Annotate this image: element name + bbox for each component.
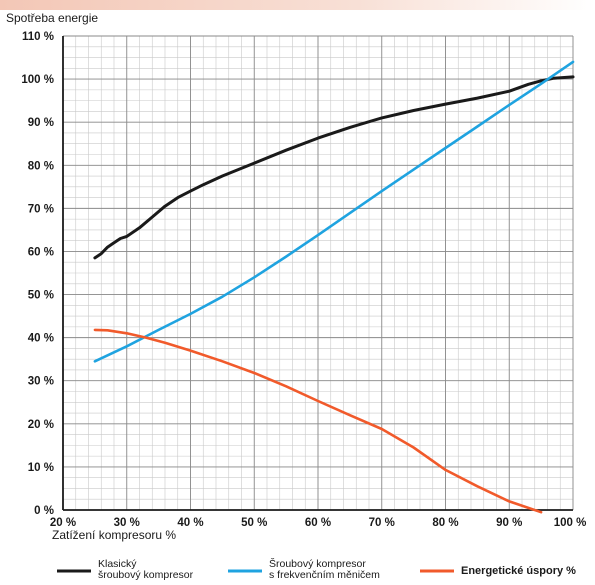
y-tick-label: 0 %: [34, 505, 54, 517]
legend-label-1: Klasický šroubový kompresor: [98, 558, 194, 580]
x-tick-label: 100 %: [554, 517, 587, 529]
legend-label-2: Šroubový kompresor s frekvenčním měničem: [269, 557, 380, 580]
x-axis-title: Zatížení kompresoru %: [52, 528, 176, 542]
y-tick-label: 110 %: [22, 31, 54, 43]
y-tick-label: 70 %: [28, 203, 54, 215]
y-tick-label: 10 %: [28, 462, 54, 474]
x-tick-label: 60 %: [305, 517, 331, 529]
y-tick-label: 60 %: [28, 246, 54, 258]
legend: Klasický šroubový kompresor Šroubový kompr…: [57, 557, 576, 580]
y-tick-labels: 0 % 10 % 20 % 30 % 40 % 50 % 60 % 70 % 80 % 90 % 1…: [21, 31, 54, 517]
y-axis-title: Spotřeba energie: [6, 11, 98, 25]
y-tick-label: 90 %: [28, 117, 54, 129]
y-tick-label: 100 %: [21, 74, 54, 86]
x-tick-label: 40 %: [177, 517, 203, 529]
x-tick-label: 90 %: [496, 517, 522, 529]
y-tick-label: 20 %: [28, 419, 54, 431]
series-lines: [95, 62, 573, 512]
series-line-1: [95, 77, 573, 258]
y-tick-label: 50 %: [28, 290, 54, 302]
legend-label-3: Energetické úspory %: [461, 565, 576, 577]
x-tick-label: 70 %: [369, 517, 395, 529]
y-tick-label: 40 %: [28, 333, 54, 345]
x-tick-label: 80 %: [432, 517, 458, 529]
x-tick-label: 50 %: [241, 517, 267, 529]
y-tick-label: 30 %: [28, 376, 54, 388]
y-tick-label: 80 %: [28, 160, 54, 172]
